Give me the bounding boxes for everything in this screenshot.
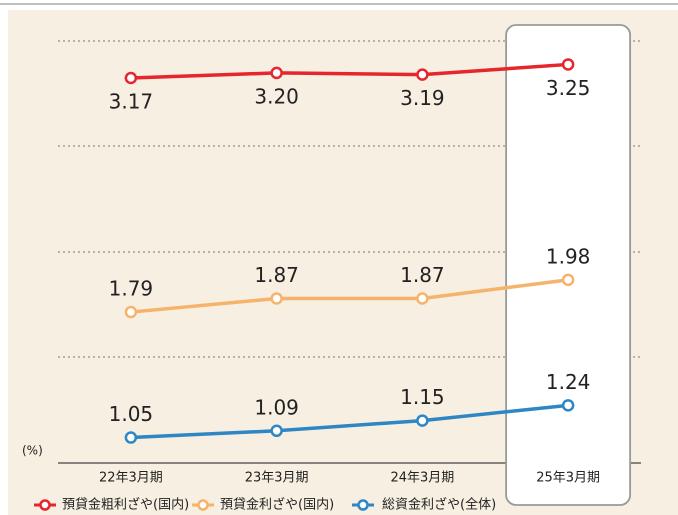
point: [561, 273, 575, 287]
legend-label: 預貸金利ざや(国内): [220, 497, 334, 513]
data-label: 1.05: [109, 402, 154, 426]
point: [561, 58, 575, 71]
point: [561, 399, 575, 412]
legend-swatch: [357, 499, 369, 511]
x-tick-label: 24年3月期: [390, 471, 454, 486]
data-label: 3.25: [546, 76, 591, 100]
point: [124, 305, 138, 319]
x-tick-label: 25年3月期: [536, 471, 600, 486]
point: [416, 292, 429, 305]
point: [270, 292, 283, 305]
data-label: 1.24: [546, 370, 591, 394]
point: [416, 414, 429, 427]
point: [270, 424, 283, 438]
highlight-box: [505, 24, 632, 506]
legend-label: 総資金利ざや(全体): [382, 497, 496, 513]
point: [416, 68, 429, 81]
data-label: 3.17: [109, 90, 154, 114]
data-label: 1.87: [400, 263, 445, 287]
series-line: [130, 278, 569, 314]
legend-label: 預貸金粗利ざや(国内): [62, 497, 189, 513]
legend-swatch: [197, 499, 209, 511]
x-tick-label: 23年3月期: [245, 471, 309, 486]
data-label: 1.79: [109, 277, 154, 301]
point: [270, 66, 283, 80]
x-tick-label: 22年3月期: [99, 471, 163, 486]
legend-swatch: [39, 499, 51, 511]
point: [124, 431, 138, 444]
data-label: 3.20: [254, 84, 299, 108]
data-label: 1.09: [254, 395, 299, 419]
data-label: 3.19: [400, 86, 445, 110]
unit-label: (%): [22, 444, 43, 458]
point: [124, 71, 138, 85]
series-line: [130, 62, 569, 80]
series-line: [130, 403, 569, 440]
data-label: 1.98: [546, 244, 591, 268]
data-label: 1.15: [400, 385, 445, 409]
data-label: 1.87: [254, 263, 299, 287]
